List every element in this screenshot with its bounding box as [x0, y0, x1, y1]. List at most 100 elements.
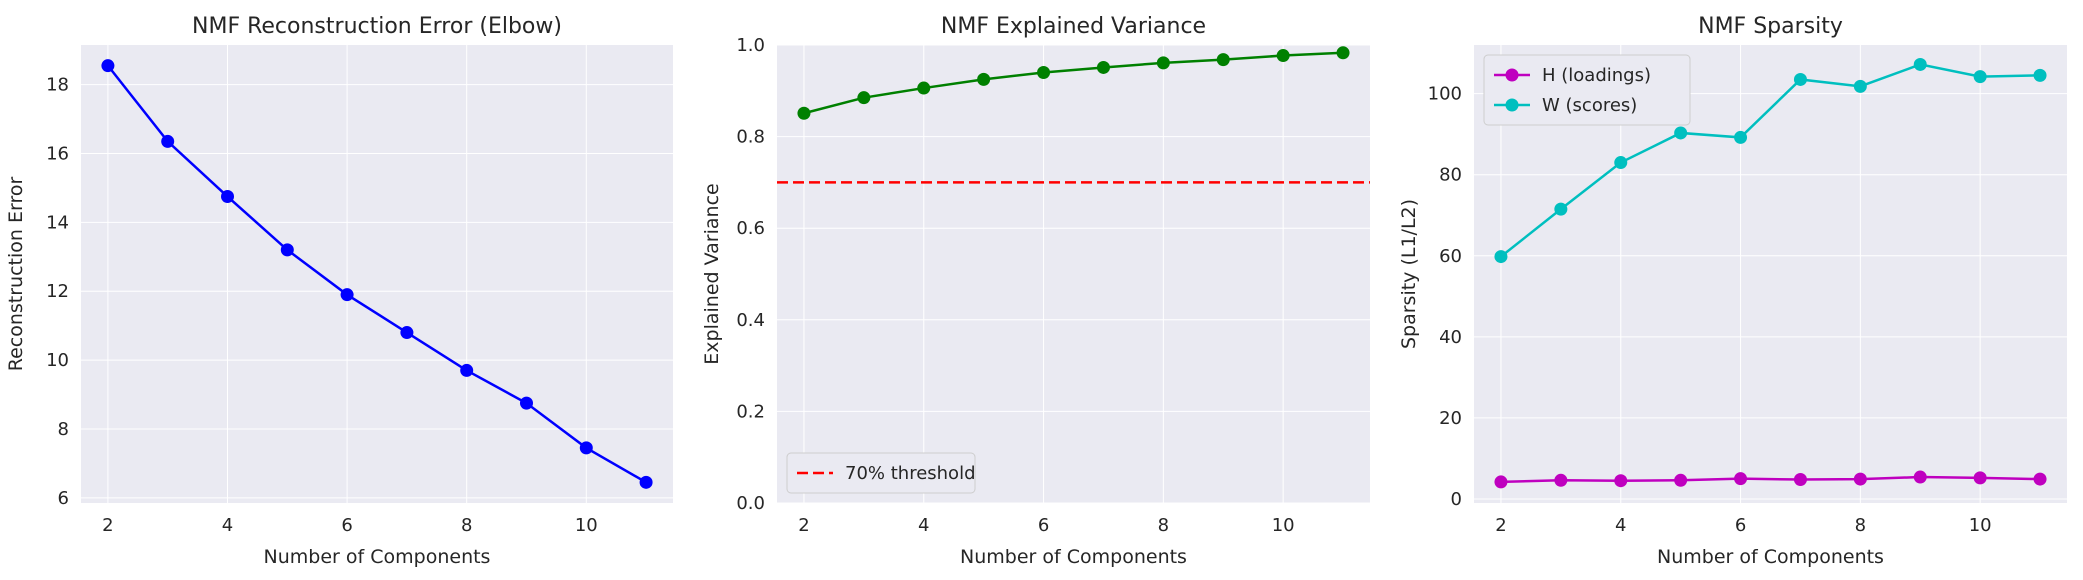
y-axis-label: Reconstruction Error — [5, 177, 27, 372]
data-point — [1973, 70, 1987, 84]
data-point — [579, 441, 593, 455]
x-tick-label: 10 — [1272, 515, 1295, 536]
data-point — [639, 475, 653, 489]
legend-entry: H (loadings) — [1542, 65, 1651, 86]
chart-title: NMF Explained Variance — [941, 14, 1206, 39]
data-point — [340, 288, 354, 302]
data-point — [1614, 474, 1628, 488]
x-tick-label: 2 — [798, 515, 809, 536]
data-point — [1494, 475, 1508, 489]
data-point — [1734, 130, 1748, 144]
data-point — [1734, 472, 1748, 486]
chart-panel-2: 2 4 6 8 10 0.0 0.2 0.4 0.6 0.8 1.0 NMF Explained Va… — [701, 14, 1370, 568]
data-point — [1913, 57, 1927, 71]
data-point — [1913, 470, 1927, 484]
data-point — [1156, 56, 1170, 70]
x-tick-label: 10 — [1969, 515, 1992, 536]
plot-area — [81, 45, 673, 503]
legend-marker — [1505, 68, 1519, 82]
x-tick-label: 6 — [1038, 515, 1049, 536]
data-point — [917, 81, 931, 95]
legend: H (loadings) W (scores) — [1483, 54, 1691, 126]
data-point — [1853, 472, 1867, 486]
y-tick-label: 100 — [1428, 84, 1462, 105]
data-point — [857, 91, 871, 105]
data-point — [1793, 72, 1807, 86]
y-tick-label: 10 — [46, 350, 69, 371]
legend-entry: W (scores) — [1542, 95, 1637, 116]
data-point — [400, 326, 414, 340]
y-tick-label: 18 — [46, 75, 69, 96]
data-point — [221, 190, 235, 204]
x-tick-label: 10 — [575, 515, 598, 536]
y-tick-label: 1.0 — [736, 35, 765, 56]
data-point — [1853, 79, 1867, 93]
data-point — [1276, 49, 1290, 63]
x-tick-label: 2 — [102, 515, 113, 536]
series-line — [1500, 475, 2041, 484]
data-point — [1614, 156, 1628, 170]
data-point — [1336, 46, 1350, 60]
data-point — [161, 134, 175, 148]
legend-entry: 70% threshold — [845, 463, 976, 484]
y-axis-label: Explained Variance — [701, 183, 723, 364]
y-tick-label: 0 — [1451, 489, 1462, 510]
y-tick-label: 0.8 — [736, 127, 765, 148]
y-tick-label: 60 — [1439, 246, 1462, 267]
y-tick-label: 8 — [58, 419, 69, 440]
data-point — [1096, 60, 1110, 74]
data-point — [1973, 471, 1987, 485]
x-tick-label: 2 — [1495, 515, 1506, 536]
x-tick-label: 4 — [1615, 515, 1626, 536]
y-axis-label: Sparsity (L1/L2) — [1398, 199, 1420, 349]
x-tick-label: 8 — [461, 515, 472, 536]
data-point — [519, 396, 533, 410]
data-point — [1494, 250, 1508, 264]
y-tick-label: 20 — [1439, 408, 1462, 429]
data-point — [977, 72, 991, 86]
x-axis-label: Number of Components — [264, 546, 491, 568]
x-axis-label: Number of Components — [960, 546, 1187, 568]
chart-title: NMF Sparsity — [1698, 14, 1843, 39]
data-point — [1037, 65, 1051, 79]
data-point — [797, 106, 811, 120]
series-line — [803, 51, 1344, 115]
data-point — [1216, 53, 1230, 67]
x-tick-label: 8 — [1158, 515, 1169, 536]
y-tick-label: 12 — [46, 281, 69, 302]
plot-area — [777, 45, 1370, 503]
x-tick-label: 4 — [222, 515, 233, 536]
legend: 70% threshold — [786, 452, 976, 494]
legend-box — [786, 452, 976, 494]
series-line — [1500, 63, 2041, 258]
data-point — [460, 363, 474, 377]
y-tick-label: 0.0 — [736, 493, 765, 514]
data-point — [2033, 68, 2047, 82]
y-tick-label: 16 — [46, 143, 69, 164]
data-point — [101, 59, 115, 73]
data-point — [1674, 473, 1688, 487]
data-point — [280, 243, 294, 257]
y-tick-label: 6 — [58, 488, 69, 509]
y-tick-label: 40 — [1439, 327, 1462, 348]
data-point — [2033, 472, 2047, 486]
y-tick-label: 80 — [1439, 165, 1462, 186]
x-tick-label: 6 — [341, 515, 352, 536]
x-tick-label: 4 — [918, 515, 929, 536]
y-tick-label: 14 — [46, 212, 69, 233]
data-point — [1554, 473, 1568, 487]
legend-marker — [1505, 98, 1519, 112]
x-axis-label: Number of Components — [1657, 546, 1884, 568]
y-tick-label: 0.4 — [736, 310, 765, 331]
chart-title: NMF Reconstruction Error (Elbow) — [192, 14, 562, 39]
x-tick-label: 6 — [1735, 515, 1746, 536]
data-point — [1674, 126, 1688, 140]
legend-box — [1483, 54, 1691, 126]
y-tick-label: 0.2 — [736, 401, 765, 422]
data-point — [1793, 472, 1807, 486]
x-tick-label: 8 — [1855, 515, 1866, 536]
data-point — [1554, 202, 1568, 216]
y-tick-label: 0.6 — [736, 218, 765, 239]
